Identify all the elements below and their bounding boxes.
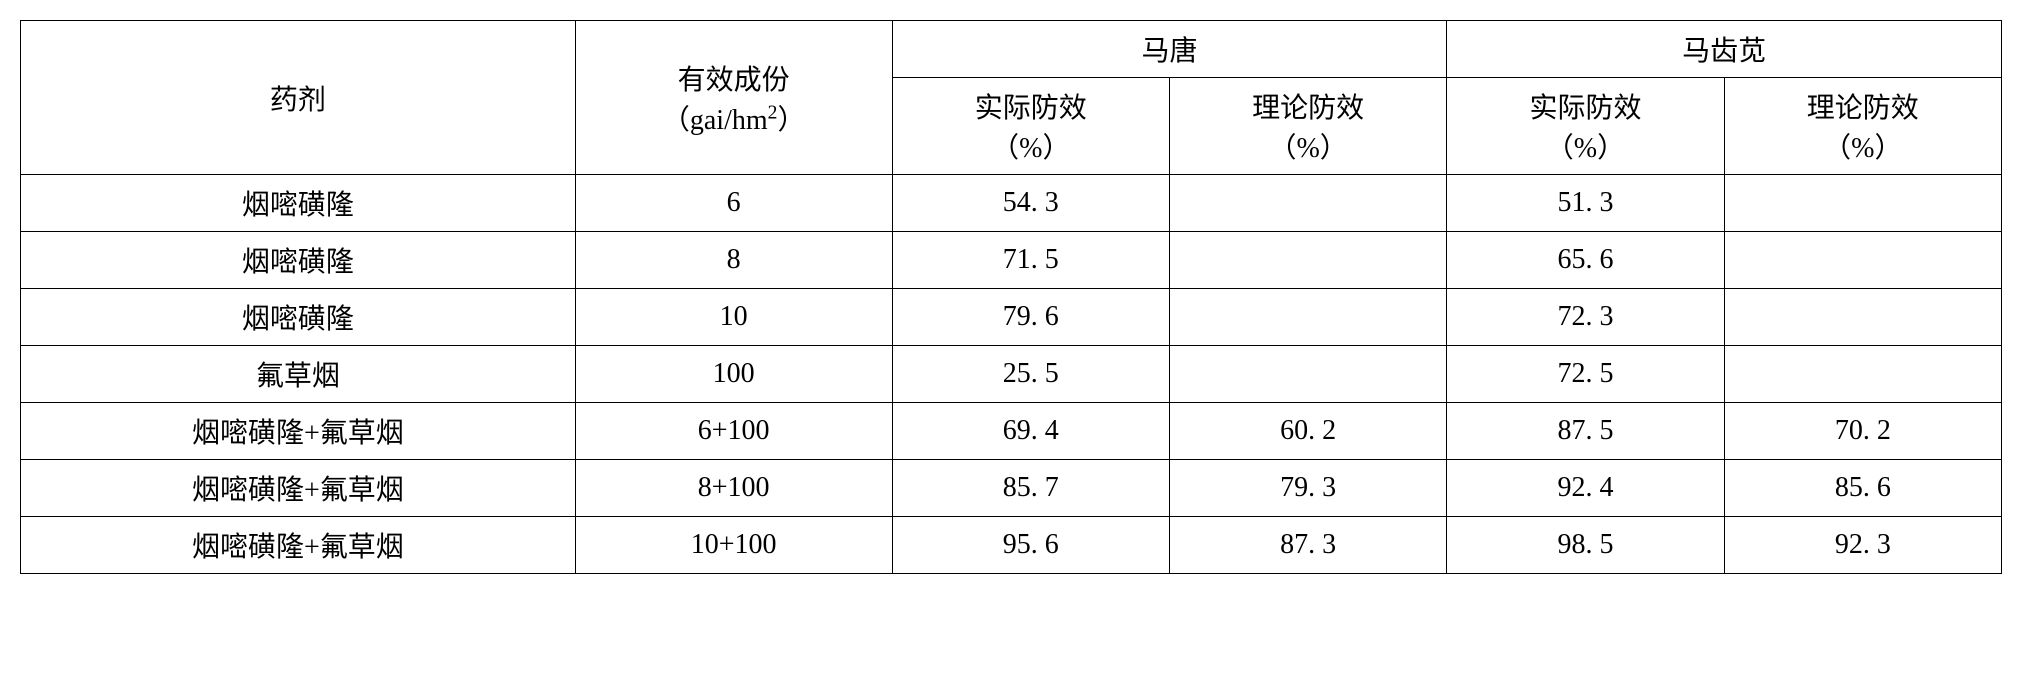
- cell-g2-actual: 87. 5: [1447, 403, 1724, 460]
- header-agent: 药剂: [21, 21, 576, 175]
- cell-dose: 6+100: [575, 403, 892, 460]
- header-g2-theory: 理论防效 （%）: [1724, 78, 2001, 175]
- cell-g1-theory: [1169, 232, 1446, 289]
- header-g2-actual: 实际防效 （%）: [1447, 78, 1724, 175]
- cell-g2-theory: [1724, 346, 2001, 403]
- cell-g1-theory: [1169, 346, 1446, 403]
- cell-agent: 烟嘧磺隆+氟草烟: [21, 460, 576, 517]
- table-row: 烟嘧磺隆 10 79. 6 72. 3: [21, 289, 2002, 346]
- cell-dose: 8+100: [575, 460, 892, 517]
- cell-g1-actual: 85. 7: [892, 460, 1169, 517]
- cell-g2-actual: 72. 3: [1447, 289, 1724, 346]
- herbicide-efficacy-table: 药剂 有效成份 （gai/hm2） 马唐 马齿苋 实际防效 （%） 理论防效 （…: [20, 20, 2002, 574]
- cell-g2-theory: [1724, 232, 2001, 289]
- header-group-machixian: 马齿苋: [1447, 21, 2002, 78]
- header-g1-theory: 理论防效 （%）: [1169, 78, 1446, 175]
- cell-g2-theory: 92. 3: [1724, 517, 2001, 574]
- header-group-matang: 马唐: [892, 21, 1447, 78]
- header-theory-line2: （%）: [1823, 133, 1902, 164]
- table-row: 烟嘧磺隆 6 54. 3 51. 3: [21, 175, 2002, 232]
- cell-g1-theory: 60. 2: [1169, 403, 1446, 460]
- header-dose-line1: 有效成份: [678, 65, 790, 96]
- cell-dose: 10+100: [575, 517, 892, 574]
- header-actual-line1: 实际防效: [1529, 93, 1641, 124]
- cell-dose: 10: [575, 289, 892, 346]
- cell-g2-theory: 70. 2: [1724, 403, 2001, 460]
- cell-g2-actual: 72. 5: [1447, 346, 1724, 403]
- table-body: 烟嘧磺隆 6 54. 3 51. 3 烟嘧磺隆 8 71. 5 65. 6 烟嘧…: [21, 175, 2002, 574]
- cell-agent: 烟嘧磺隆+氟草烟: [21, 403, 576, 460]
- cell-g2-theory: 85. 6: [1724, 460, 2001, 517]
- table-row: 烟嘧磺隆+氟草烟 6+100 69. 4 60. 2 87. 5 70. 2: [21, 403, 2002, 460]
- cell-agent: 烟嘧磺隆: [21, 289, 576, 346]
- cell-g2-actual: 98. 5: [1447, 517, 1724, 574]
- cell-agent: 烟嘧磺隆+氟草烟: [21, 517, 576, 574]
- cell-g1-theory: [1169, 175, 1446, 232]
- cell-g1-actual: 71. 5: [892, 232, 1169, 289]
- cell-dose: 8: [575, 232, 892, 289]
- header-dose-sup: 2: [768, 102, 778, 123]
- cell-g2-theory: [1724, 289, 2001, 346]
- cell-g1-actual: 69. 4: [892, 403, 1169, 460]
- cell-g2-actual: 92. 4: [1447, 460, 1724, 517]
- cell-g1-theory: 79. 3: [1169, 460, 1446, 517]
- header-actual-line2: （%）: [1546, 133, 1625, 164]
- cell-g1-actual: 79. 6: [892, 289, 1169, 346]
- cell-g1-theory: 87. 3: [1169, 517, 1446, 574]
- cell-agent: 烟嘧磺隆: [21, 232, 576, 289]
- table-row: 烟嘧磺隆+氟草烟 8+100 85. 7 79. 3 92. 4 85. 6: [21, 460, 2002, 517]
- header-dose-line2-prefix: （gai/hm: [662, 105, 768, 136]
- header-row-1: 药剂 有效成份 （gai/hm2） 马唐 马齿苋: [21, 21, 2002, 78]
- header-theory-line2: （%）: [1268, 133, 1347, 164]
- cell-g1-actual: 95. 6: [892, 517, 1169, 574]
- cell-g1-actual: 54. 3: [892, 175, 1169, 232]
- table-row: 氟草烟 100 25. 5 72. 5: [21, 346, 2002, 403]
- cell-dose: 100: [575, 346, 892, 403]
- header-dose-line2-suffix: ）: [777, 105, 805, 136]
- header-actual-line1: 实际防效: [975, 93, 1087, 124]
- header-theory-line1: 理论防效: [1252, 93, 1364, 124]
- header-dose: 有效成份 （gai/hm2）: [575, 21, 892, 175]
- header-theory-line1: 理论防效: [1807, 93, 1919, 124]
- cell-g1-actual: 25. 5: [892, 346, 1169, 403]
- cell-g2-actual: 65. 6: [1447, 232, 1724, 289]
- table-row: 烟嘧磺隆+氟草烟 10+100 95. 6 87. 3 98. 5 92. 3: [21, 517, 2002, 574]
- cell-g2-actual: 51. 3: [1447, 175, 1724, 232]
- cell-g1-theory: [1169, 289, 1446, 346]
- cell-dose: 6: [575, 175, 892, 232]
- table-header: 药剂 有效成份 （gai/hm2） 马唐 马齿苋 实际防效 （%） 理论防效 （…: [21, 21, 2002, 175]
- cell-g2-theory: [1724, 175, 2001, 232]
- header-g1-actual: 实际防效 （%）: [892, 78, 1169, 175]
- cell-agent: 氟草烟: [21, 346, 576, 403]
- cell-agent: 烟嘧磺隆: [21, 175, 576, 232]
- header-actual-line2: （%）: [991, 133, 1070, 164]
- table-row: 烟嘧磺隆 8 71. 5 65. 6: [21, 232, 2002, 289]
